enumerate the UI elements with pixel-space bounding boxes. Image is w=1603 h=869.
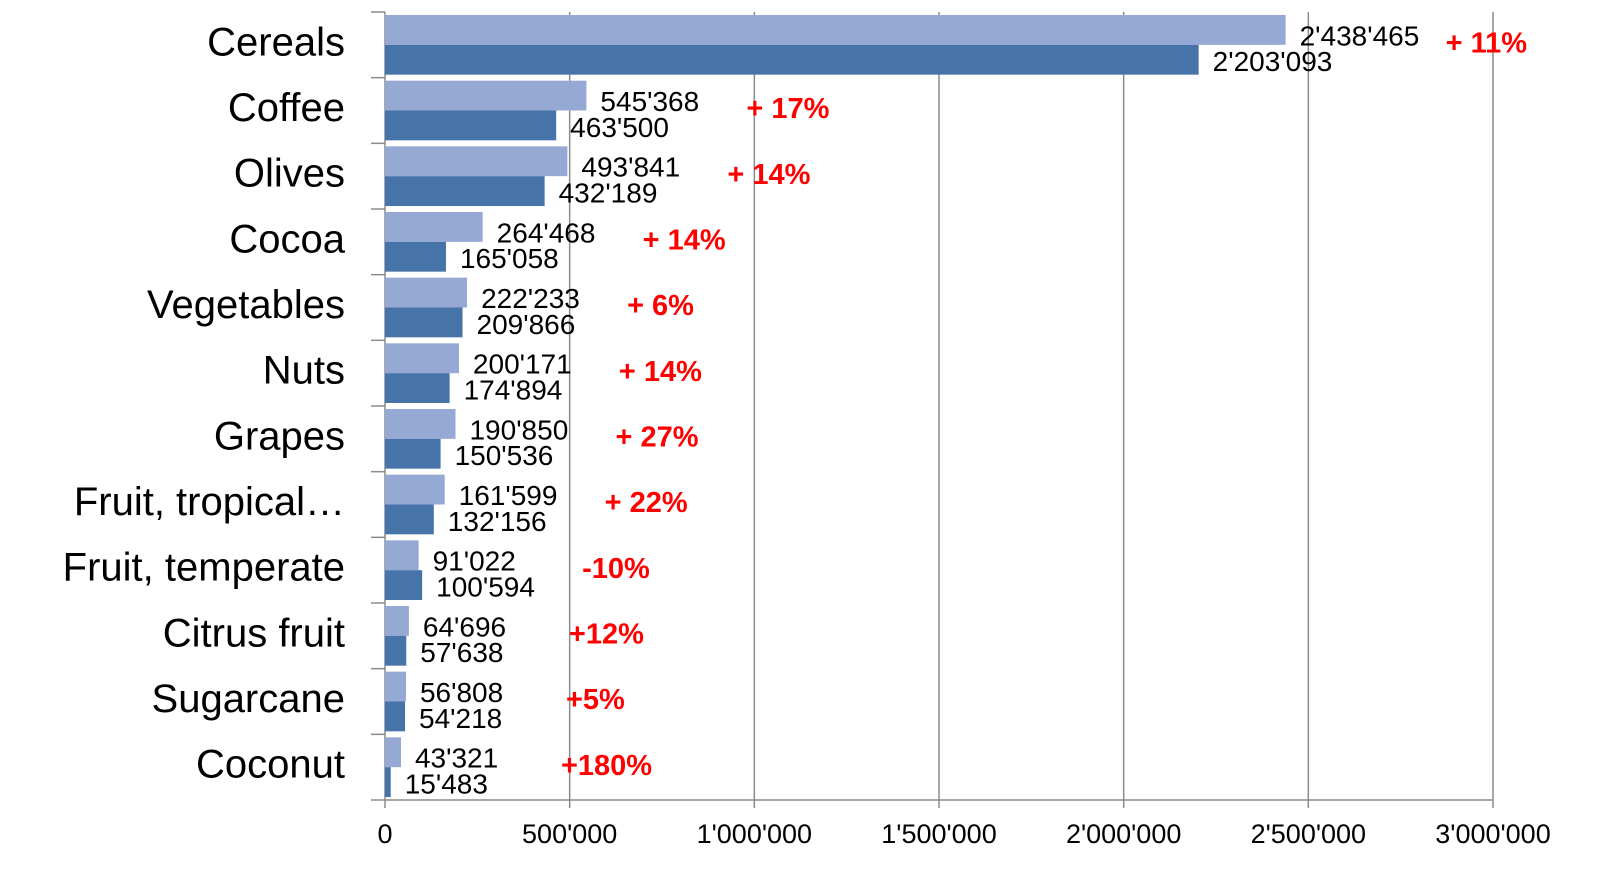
x-tick-label: 2'500'000	[1251, 819, 1366, 849]
change-annotation: + 6%	[627, 290, 694, 322]
bar	[385, 635, 407, 666]
value-label: 200'171	[473, 349, 572, 380]
value-label: 174'894	[464, 374, 563, 405]
change-annotation: + 11%	[1446, 27, 1528, 59]
bar	[385, 277, 468, 308]
bar	[385, 307, 463, 338]
bar	[385, 474, 445, 505]
bar	[385, 15, 1286, 45]
value-label: 463'500	[570, 112, 669, 143]
change-annotation: + 14%	[727, 159, 810, 191]
x-tick-label: 2'000'000	[1066, 819, 1181, 849]
category-label: Olives	[234, 152, 345, 196]
bar	[385, 110, 557, 141]
value-label: 222'233	[481, 283, 580, 314]
value-label: 43'321	[415, 743, 498, 774]
category-label: Citrus fruit	[163, 611, 345, 655]
value-label: 56'808	[420, 677, 503, 708]
change-annotation: + 17%	[746, 93, 829, 125]
value-label: 165'058	[460, 243, 559, 274]
bar	[385, 737, 401, 768]
category-label: Nuts	[263, 349, 345, 393]
change-annotation: + 22%	[605, 487, 688, 519]
bar	[385, 570, 423, 600]
change-annotation: +180%	[561, 750, 652, 782]
value-label: 54'218	[419, 703, 502, 734]
x-tick-label: 500'000	[522, 819, 617, 849]
value-label: 432'189	[559, 177, 658, 208]
bar	[385, 44, 1199, 75]
change-annotation: + 14%	[643, 224, 726, 256]
value-label: 264'468	[497, 217, 596, 248]
category-label: Coffee	[228, 86, 345, 130]
value-label: 57'638	[420, 637, 503, 668]
category-label: Grapes	[214, 414, 345, 458]
value-label: 161'599	[459, 480, 558, 511]
bar	[385, 241, 446, 272]
value-label: 2'203'093	[1213, 46, 1333, 77]
x-tick-label: 1'500'000	[881, 819, 996, 849]
bar	[385, 767, 391, 797]
change-annotation: +12%	[569, 618, 644, 650]
change-annotation: -10%	[582, 553, 650, 585]
change-annotation: + 14%	[619, 356, 702, 388]
bar	[385, 606, 409, 636]
change-annotation: +5%	[566, 684, 625, 716]
bar	[385, 176, 545, 206]
value-label: 100'594	[436, 571, 535, 602]
value-label: 545'368	[600, 86, 699, 117]
bar	[385, 146, 568, 177]
value-label: 132'156	[448, 506, 547, 537]
bar	[385, 373, 450, 403]
category-label: Sugarcane	[152, 677, 345, 721]
category-label: Cocoa	[229, 217, 345, 261]
change-annotation: + 27%	[615, 421, 698, 453]
value-label: 209'866	[477, 309, 576, 340]
value-label: 493'841	[581, 152, 680, 183]
category-label: Coconut	[196, 743, 345, 787]
bar	[385, 438, 441, 469]
bar	[385, 80, 587, 111]
value-label: 15'483	[405, 768, 488, 799]
category-label: Fruit, temperate	[63, 546, 345, 590]
bar	[385, 212, 483, 242]
category-label: Cereals	[207, 20, 345, 64]
value-label: 91'022	[433, 546, 516, 577]
category-label: Vegetables	[147, 283, 345, 327]
bar	[385, 540, 419, 571]
x-tick-label: 3'000'000	[1435, 819, 1550, 849]
bar	[385, 701, 406, 732]
value-label: 2'438'465	[1300, 20, 1420, 51]
value-label: 150'536	[455, 440, 554, 471]
x-tick-label: 1'000'000	[697, 819, 812, 849]
bar	[385, 343, 459, 374]
bar	[385, 409, 456, 439]
value-label: 190'850	[469, 414, 568, 445]
value-label: 64'696	[423, 611, 506, 642]
x-tick-label: 0	[377, 819, 392, 849]
bar	[385, 504, 434, 535]
category-label: Fruit, tropical…	[74, 480, 345, 524]
bar	[385, 671, 406, 702]
